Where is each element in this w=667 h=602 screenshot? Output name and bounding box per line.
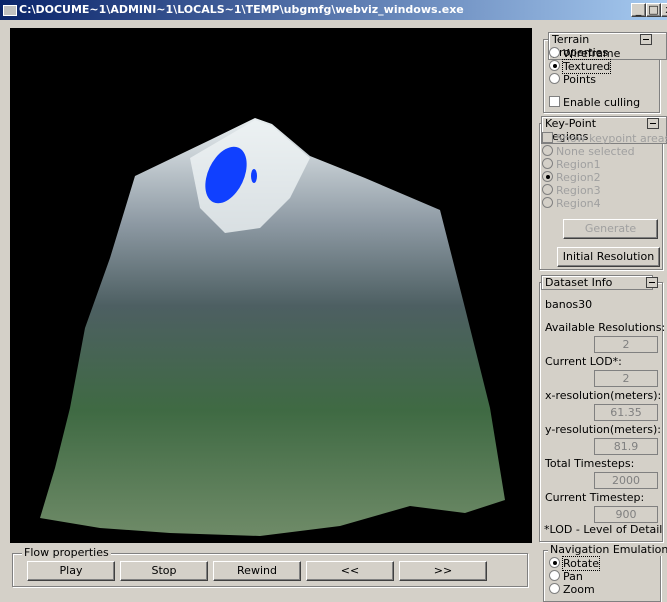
flow-button[interactable]: Stop bbox=[120, 561, 208, 581]
radio-button bbox=[542, 158, 553, 169]
lod-note: *LOD - Level of Detail bbox=[544, 523, 663, 536]
radio-label: Region2 bbox=[556, 171, 601, 184]
flow-button[interactable]: >> bbox=[399, 561, 487, 581]
radio-option[interactable]: Rotate bbox=[549, 556, 601, 571]
field-label: y-resolution(meters): bbox=[545, 423, 661, 436]
app-icon bbox=[3, 5, 17, 16]
culling-label: Enable culling bbox=[563, 96, 641, 109]
radio-label: Region4 bbox=[556, 197, 601, 210]
radio-button bbox=[542, 184, 553, 195]
field-value: 61.35 bbox=[594, 404, 658, 421]
field-label: Available Resolutions: bbox=[545, 321, 666, 334]
radio-option: Region4 bbox=[542, 197, 601, 210]
radio-label: Textured bbox=[561, 59, 612, 74]
show-keypoint-checkbox: Show keypoint areas bbox=[542, 132, 667, 145]
key-point-title: Key-Point Regions bbox=[541, 116, 667, 144]
collapse-button[interactable] bbox=[647, 118, 659, 129]
field-value: 81.9 bbox=[594, 438, 658, 455]
radio-button bbox=[542, 145, 553, 156]
field-label: x-resolution(meters): bbox=[545, 389, 662, 402]
field-label: Current LOD*: bbox=[545, 355, 622, 368]
radio-option[interactable]: Pan bbox=[549, 570, 583, 583]
field-value: 2 bbox=[594, 336, 658, 353]
show-keypoint-label: Show keypoint areas bbox=[556, 132, 667, 145]
radio-button bbox=[549, 557, 560, 568]
field-value: 900 bbox=[594, 506, 658, 523]
radio-option[interactable]: Wireframe bbox=[549, 47, 620, 60]
radio-label: Points bbox=[563, 73, 597, 86]
flow-button[interactable]: << bbox=[306, 561, 394, 581]
collapse-button[interactable] bbox=[646, 277, 658, 288]
initial-resolution-button[interactable]: Initial Resolution bbox=[557, 247, 660, 267]
generate-button: Generate bbox=[563, 219, 658, 239]
field-value: 2000 bbox=[594, 472, 658, 489]
flow-button[interactable]: Play bbox=[27, 561, 115, 581]
radio-button bbox=[542, 197, 553, 208]
minimize-button[interactable]: _ bbox=[631, 3, 646, 17]
radio-label: Region3 bbox=[556, 184, 601, 197]
flow-button[interactable]: Rewind bbox=[213, 561, 301, 581]
radio-option: Region3 bbox=[542, 184, 601, 197]
flow-properties-title: Flow properties bbox=[22, 546, 111, 559]
flow-properties-group bbox=[12, 553, 528, 587]
radio-button bbox=[549, 583, 560, 594]
title-bar bbox=[0, 0, 667, 20]
flow-blob-small bbox=[251, 169, 257, 183]
radio-button bbox=[542, 171, 553, 182]
field-label: Total Timesteps: bbox=[545, 457, 635, 470]
terrain-viewport[interactable] bbox=[10, 28, 532, 543]
radio-option: Region2 bbox=[542, 171, 601, 184]
radio-label: None selected bbox=[556, 145, 635, 158]
culling-checkbox[interactable]: Enable culling bbox=[549, 96, 640, 109]
radio-option: Region1 bbox=[542, 158, 601, 171]
field-value: 2 bbox=[594, 370, 658, 387]
radio-label: Rotate bbox=[561, 556, 601, 571]
radio-button bbox=[549, 570, 560, 581]
dataset-name: banos30 bbox=[545, 298, 593, 311]
window-title: C:\DOCUME~1\ADMINI~1\LOCALS~1\TEMP\ubgmf… bbox=[19, 3, 464, 16]
radio-button bbox=[549, 73, 560, 84]
maximize-button[interactable]: □ bbox=[646, 3, 661, 17]
collapse-button[interactable] bbox=[640, 34, 652, 45]
radio-option[interactable]: Textured bbox=[549, 59, 612, 74]
radio-label: Wireframe bbox=[563, 47, 621, 60]
radio-label: Pan bbox=[563, 570, 583, 583]
dataset-info-title: Dataset Info bbox=[541, 275, 654, 290]
close-button[interactable]: x bbox=[661, 3, 667, 17]
radio-button bbox=[549, 47, 560, 58]
snow-peak bbox=[190, 120, 310, 233]
radio-button bbox=[549, 60, 560, 71]
radio-option[interactable]: Points bbox=[549, 73, 596, 86]
flow-blob bbox=[205, 146, 247, 204]
radio-label: Region1 bbox=[556, 158, 601, 171]
field-label: Current Timestep: bbox=[545, 491, 645, 504]
radio-option: None selected bbox=[542, 145, 635, 158]
navigation-title: Navigation Emulation bbox=[548, 543, 667, 556]
terrain-mesh bbox=[40, 118, 505, 536]
